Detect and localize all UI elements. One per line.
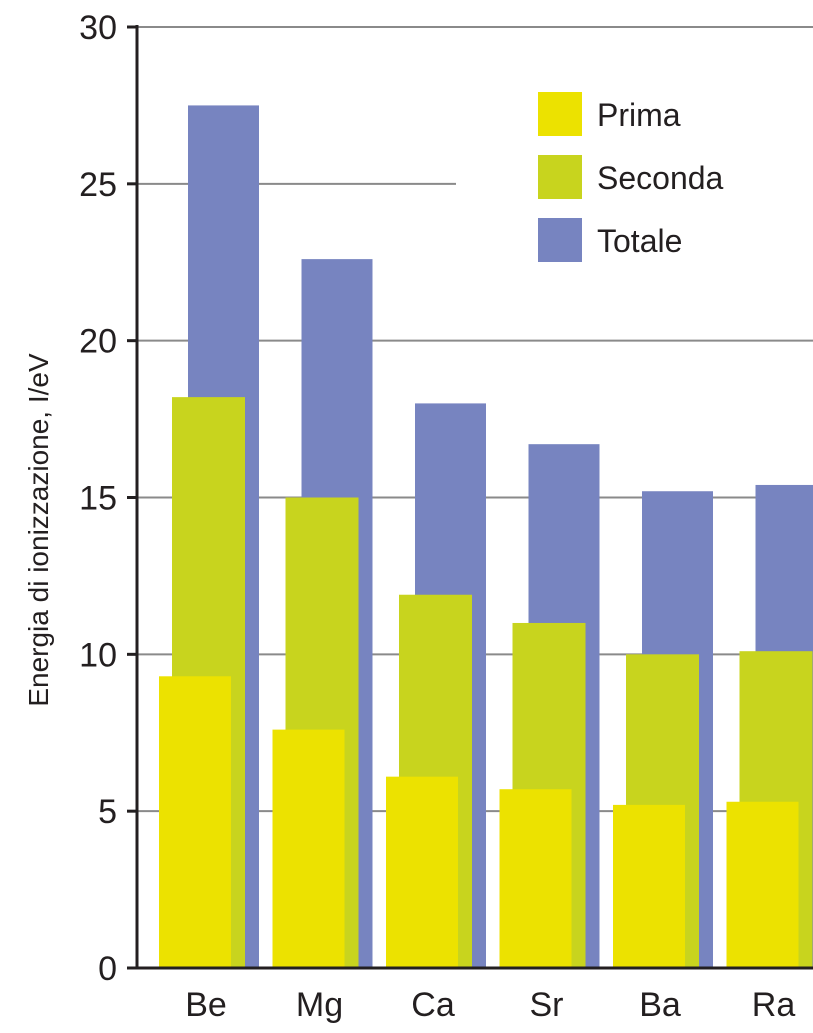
x-tick-label-sr: Sr (530, 986, 564, 1024)
x-tick-label-mg: Mg (296, 986, 343, 1024)
bar-prima-ba (613, 805, 685, 968)
bar-prima-sr (500, 789, 572, 968)
legend-swatch-prima (538, 92, 582, 136)
y-tick-label: 5 (98, 793, 117, 831)
y-tick-label: 15 (79, 480, 117, 518)
y-tick-label: 20 (79, 323, 117, 361)
x-tick-label-ba: Ba (639, 986, 681, 1024)
bar-prima-be (159, 676, 231, 968)
bar-prima-mg (273, 730, 345, 968)
bars (159, 105, 813, 968)
y-tick-label: 30 (79, 9, 117, 47)
x-tick-label-be: Be (185, 986, 227, 1024)
x-tick-label-ca: Ca (411, 986, 455, 1024)
y-tick-label: 10 (79, 636, 117, 674)
bar-prima-ca (386, 777, 458, 968)
legend-label-seconda: Seconda (597, 160, 724, 196)
y-tick-label: 0 (98, 950, 117, 988)
legend-swatch-totale (538, 218, 582, 262)
legend-label-prima: Prima (597, 97, 681, 133)
y-tick-label: 25 (79, 166, 117, 204)
x-tick-label-ra: Ra (752, 986, 796, 1024)
bar-prima-ra (727, 802, 799, 968)
legend: Prima Seconda Totale (538, 92, 724, 262)
legend-swatch-seconda (538, 155, 582, 199)
y-axis-label: Energia di ionizzazione, I/eV (23, 353, 54, 707)
legend-label-totale: Totale (597, 223, 682, 259)
